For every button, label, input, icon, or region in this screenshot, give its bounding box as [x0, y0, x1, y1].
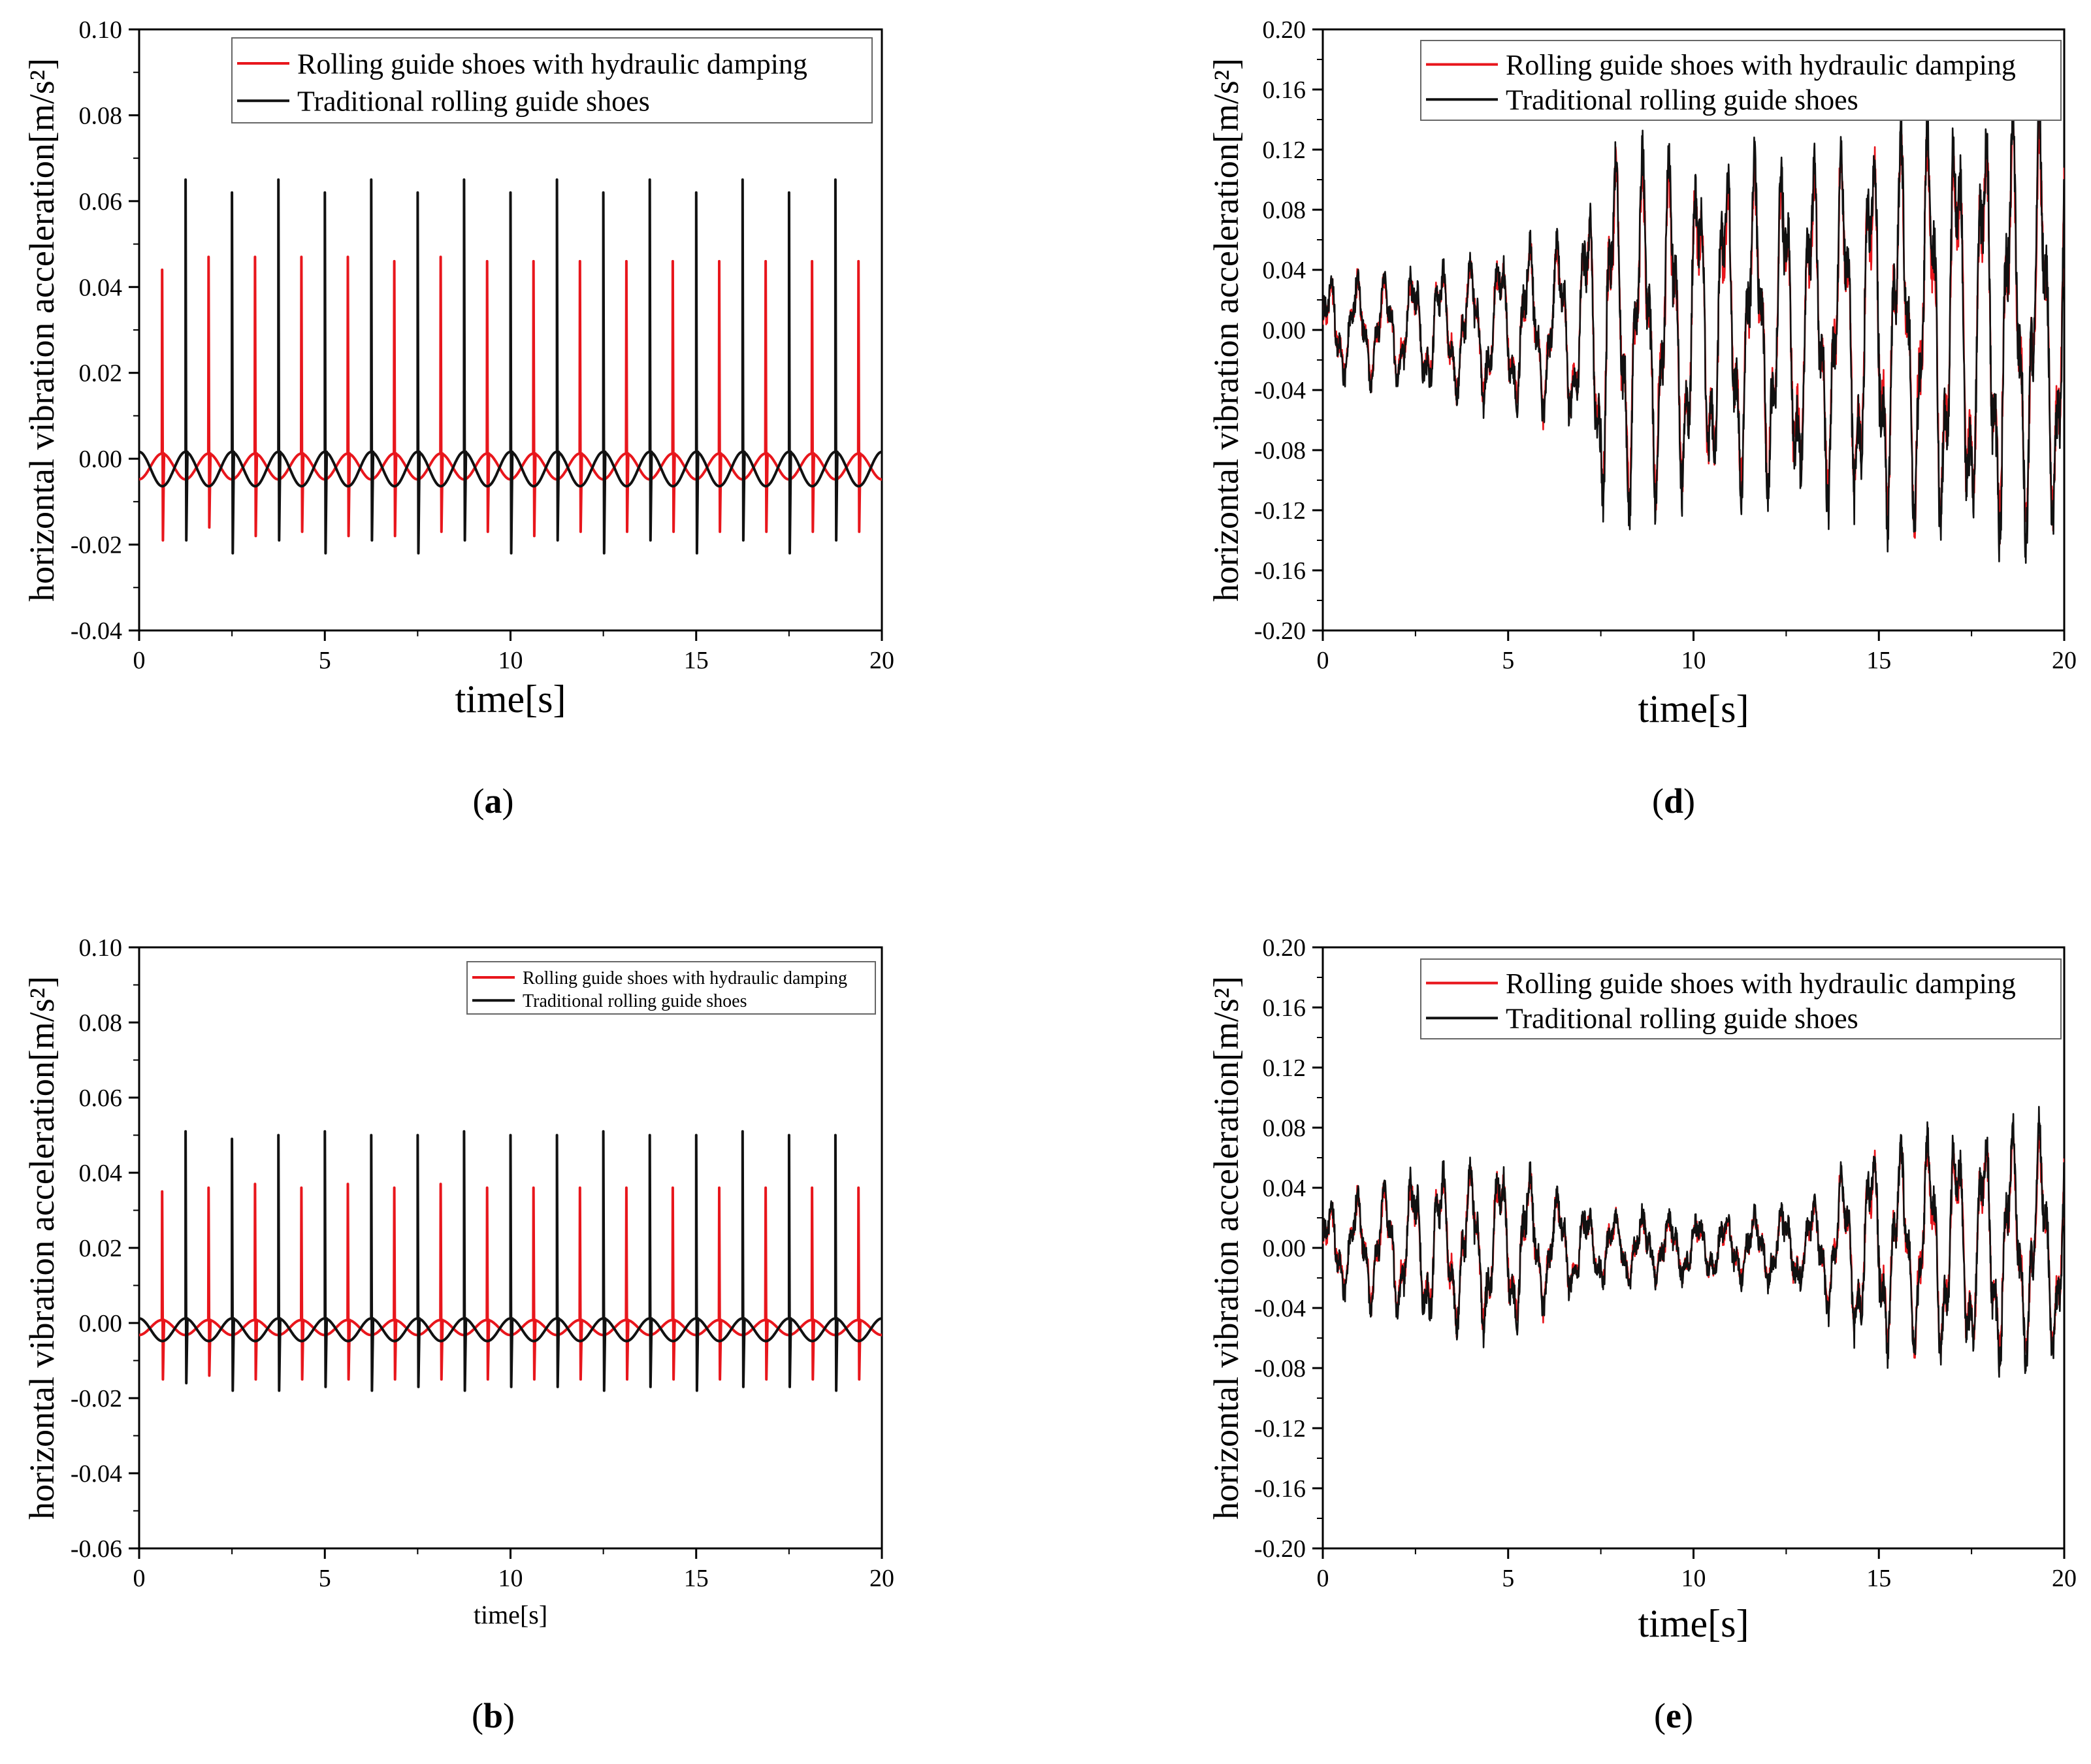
- y-tick-label-d: 0.20: [1263, 16, 1306, 44]
- y-axis-label-e: horizontal vibration acceleration[m/s²]: [1207, 976, 1246, 1520]
- y-tick-label-b: 0.08: [79, 1009, 123, 1037]
- legend-entry-d-0: Rolling guide shoes with hydraulic dampi…: [1506, 49, 2016, 81]
- x-tick-label-d: 5: [1502, 647, 1514, 674]
- caption-e: (e): [1654, 1696, 1693, 1735]
- panel-a: -0.04 -0.02 0.00 0.02 0.04 0.06 0.08 0.10 0 5 10 15…: [0, 0, 1045, 882]
- y-tick-label-a: 0.10: [79, 16, 123, 44]
- series-line-e-traditional: [1323, 1105, 2064, 1378]
- series-line-b-traditional: [139, 1130, 882, 1392]
- y-tick-label-e: 0.04: [1263, 1175, 1306, 1202]
- x-tick-label-d: 10: [1681, 647, 1706, 674]
- y-axis-label-b: horizontal vibration acceleration[m/s²]: [22, 976, 61, 1520]
- y-tick-label-b: -0.02: [71, 1385, 122, 1413]
- x-tick-label-e: 20: [2052, 1565, 2077, 1592]
- y-tick-label-e: 0.16: [1263, 994, 1306, 1022]
- y-tick-label-d: 0.08: [1263, 197, 1306, 224]
- x-tick-label-e: 10: [1681, 1565, 1706, 1592]
- panel-e: -0.20 -0.16 -0.12 -0.08 -0.04 0.00 0.04 0.08 0.1…: [1045, 882, 2090, 1764]
- y-tick-label-d: 0.04: [1263, 257, 1306, 284]
- x-tick-label-e: 15: [1866, 1565, 1891, 1592]
- y-tick-label-a: 0.08: [79, 102, 123, 129]
- x-tick-label-a: 0: [133, 647, 146, 674]
- x-tick-label-a: 10: [498, 647, 523, 674]
- y-tick-label-a: 0.00: [79, 446, 123, 473]
- legend-box-e: [1420, 958, 2062, 1039]
- x-tick-label-d: 15: [1866, 647, 1891, 674]
- y-tick-label-d: 0.16: [1263, 76, 1306, 104]
- x-axis-label-b: time[s]: [474, 1600, 547, 1629]
- y-tick-label-e: 0.12: [1263, 1054, 1306, 1082]
- y-tick-label-a: 0.04: [79, 274, 123, 301]
- y-tick-label-b: 0.02: [79, 1235, 123, 1262]
- y-tick-label-d: 0.00: [1263, 317, 1306, 344]
- y-tick-label-b: 0.04: [79, 1160, 123, 1187]
- y-tick-label-e: -0.12: [1254, 1415, 1306, 1443]
- chart-e: -0.20 -0.16 -0.12 -0.08 -0.04 0.00 0.04 0.08 0.1…: [1207, 934, 2077, 1645]
- y-tick-label-a: -0.02: [71, 532, 122, 559]
- y-tick-label-e: 0.00: [1263, 1235, 1306, 1262]
- y-tick-label-b: 0.10: [79, 934, 123, 962]
- x-axis-label-a: time[s]: [455, 678, 566, 721]
- x-tick-label-b: 5: [319, 1565, 331, 1592]
- series-line-d-traditional: [1323, 76, 2064, 564]
- y-tick-label-a: 0.02: [79, 360, 123, 387]
- y-tick-label-a: 0.06: [79, 188, 123, 216]
- y-tick-label-b: -0.06: [71, 1535, 122, 1563]
- x-tick-label-a: 15: [684, 647, 709, 674]
- x-tick-label-b: 15: [684, 1565, 709, 1592]
- x-tick-label-a: 20: [869, 647, 894, 674]
- y-tick-label-b: -0.04: [71, 1460, 122, 1488]
- y-tick-label-e: -0.04: [1254, 1295, 1306, 1322]
- y-tick-label-e: 0.20: [1263, 934, 1306, 962]
- x-tick-label-d: 0: [1317, 647, 1329, 674]
- legend-entry-d-1: Traditional rolling guide shoes: [1506, 84, 1858, 116]
- legend-entry-e-0: Rolling guide shoes with hydraulic dampi…: [1506, 968, 2016, 1000]
- y-tick-label-d: -0.20: [1254, 617, 1306, 645]
- legend-entry-a-0: Rolling guide shoes with hydraulic dampi…: [297, 48, 807, 80]
- panel-d: -0.20 -0.16 -0.12 -0.08 -0.04 0.00 0.04 0.08 0.1…: [1045, 0, 2090, 882]
- caption-d: (d): [1651, 781, 1695, 821]
- y-tick-label-d: 0.12: [1263, 137, 1306, 164]
- x-tick-label-b: 10: [498, 1565, 523, 1592]
- legend-box-a: [231, 37, 873, 123]
- y-tick-label-d: -0.04: [1254, 377, 1306, 404]
- y-tick-label-d: -0.08: [1254, 437, 1306, 465]
- legend-box-b: [466, 961, 876, 1015]
- caption-a: (a): [472, 781, 514, 821]
- x-tick-label-a: 5: [319, 647, 331, 674]
- caption-b: (b): [471, 1696, 515, 1735]
- x-tick-label-e: 5: [1502, 1565, 1514, 1592]
- y-tick-label-a: -0.04: [71, 617, 122, 645]
- y-tick-label-b: 0.00: [79, 1310, 123, 1337]
- x-tick-label-b: 0: [133, 1565, 146, 1592]
- legend-entry-b-1: Traditional rolling guide shoes: [523, 991, 747, 1011]
- y-axis-label-d: horizontal vibration acceleration[m/s²]: [1207, 58, 1246, 602]
- y-tick-label-e: -0.08: [1254, 1355, 1306, 1382]
- legend-entry-a-1: Traditional rolling guide shoes: [297, 86, 650, 118]
- panel-b: -0.06 -0.04 -0.02 0.00 0.02 0.04 0.06 0.08 0.10 0…: [0, 882, 1045, 1764]
- y-tick-label-e: -0.16: [1254, 1475, 1306, 1503]
- y-tick-label-d: -0.12: [1254, 497, 1306, 525]
- x-axis-label-d: time[s]: [1638, 687, 1749, 730]
- y-tick-label-e: -0.20: [1254, 1535, 1306, 1563]
- legend-entry-e-1: Traditional rolling guide shoes: [1506, 1003, 1858, 1035]
- x-tick-label-b: 20: [869, 1565, 894, 1592]
- chart-b: -0.06 -0.04 -0.02 0.00 0.02 0.04 0.06 0.08 0.10 0…: [22, 934, 894, 1629]
- x-tick-label-d: 20: [2052, 647, 2077, 674]
- y-axis-label-a: horizontal vibration acceleration[m/s²]: [22, 58, 61, 602]
- y-tick-label-b: 0.06: [79, 1085, 123, 1112]
- series-line-a-traditional: [139, 178, 882, 555]
- y-tick-label-e: 0.08: [1263, 1115, 1306, 1142]
- x-tick-label-e: 0: [1317, 1565, 1329, 1592]
- legend-entry-b-0: Rolling guide shoes with hydraulic dampi…: [523, 968, 847, 988]
- chart-d: -0.20 -0.16 -0.12 -0.08 -0.04 0.00 0.04 0.08 0.1…: [1207, 16, 2077, 730]
- y-tick-label-d: -0.16: [1254, 557, 1306, 585]
- chart-a: -0.04 -0.02 0.00 0.02 0.04 0.06 0.08 0.10 0 5 10 15…: [22, 16, 894, 721]
- legend-box-d: [1420, 40, 2062, 121]
- x-axis-label-e: time[s]: [1638, 1602, 1749, 1645]
